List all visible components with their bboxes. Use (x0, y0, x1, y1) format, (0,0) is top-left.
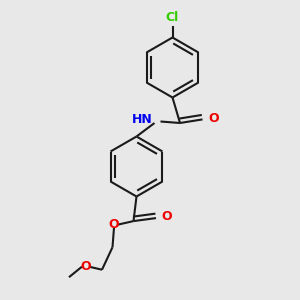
Text: HN: HN (132, 113, 153, 127)
Text: Cl: Cl (166, 11, 179, 24)
Text: O: O (80, 260, 91, 273)
Text: O: O (109, 218, 119, 231)
Text: O: O (161, 210, 172, 224)
Text: O: O (208, 112, 218, 125)
